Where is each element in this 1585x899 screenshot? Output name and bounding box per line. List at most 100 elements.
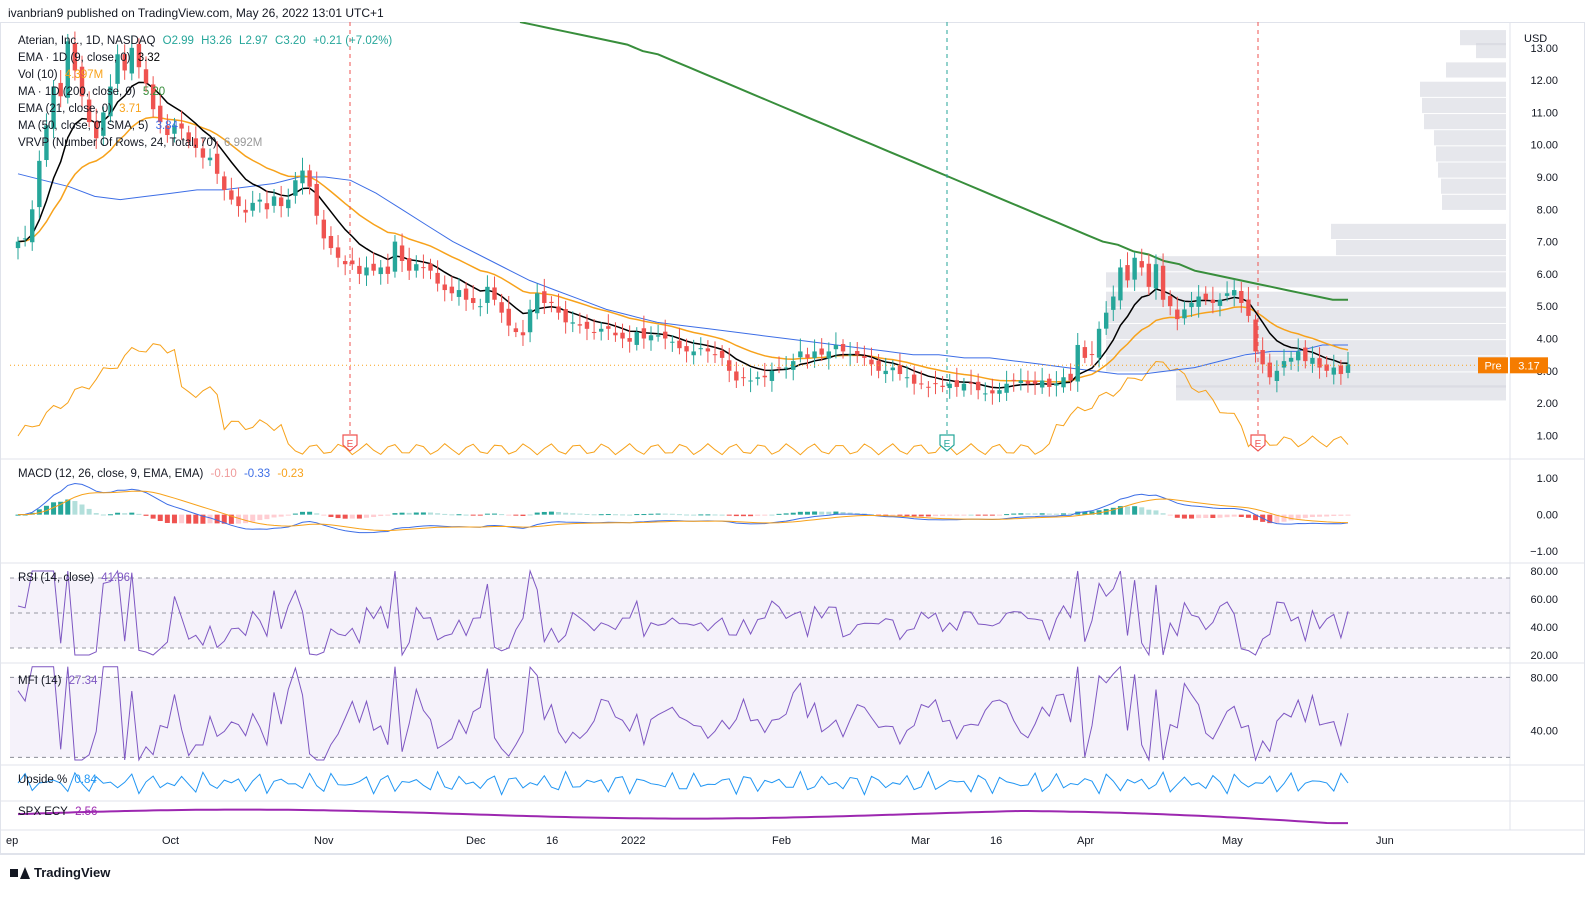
- candle-body: [350, 260, 355, 265]
- legend-vrvp[interactable]: VRVP (Number Of Rows, 24, Total, 70) 6.9…: [18, 137, 266, 149]
- candle-body: [222, 176, 227, 190]
- macd-signal-line: [18, 490, 1349, 532]
- candle-body: [449, 286, 455, 294]
- candle-body: [257, 199, 263, 202]
- legend-open: O2.99: [162, 35, 194, 47]
- candle-body: [307, 170, 312, 187]
- macd-bar: [250, 514, 256, 522]
- time-tick-label: Oct: [162, 835, 179, 847]
- candle-body: [1025, 380, 1031, 384]
- legend-macd-label: MACD (12, 26, close, 9, EMA, EMA): [18, 468, 204, 480]
- legend-ecy[interactable]: SPX ECY 2.56: [18, 806, 101, 818]
- macd-bar: [911, 514, 917, 517]
- publisher-line: ivanbrian9 published on TradingView.com,…: [8, 6, 384, 20]
- candle-body: [300, 170, 305, 184]
- macd-bar: [186, 514, 192, 524]
- candle-body: [79, 66, 85, 97]
- candle-body: [670, 341, 675, 343]
- rsi-line: [17, 569, 1349, 657]
- mfi-tick-label: 80.00: [1530, 672, 1558, 684]
- candle-body: [1246, 299, 1251, 316]
- macd-bar: [1288, 514, 1294, 521]
- candle-body: [1274, 370, 1280, 382]
- candle-body: [1068, 373, 1073, 381]
- candle-body: [158, 105, 163, 123]
- macd-bar: [356, 514, 362, 519]
- legend-mfi[interactable]: MFI (14) 27.34: [18, 675, 101, 687]
- candle-body: [1324, 364, 1329, 371]
- macd-bar: [726, 514, 732, 516]
- macd-bar: [484, 513, 490, 515]
- legend-ma200[interactable]: MA · 1D (200, close, 0) 5.20: [18, 86, 169, 98]
- macd-bar: [570, 513, 576, 515]
- chart-frame[interactable]: USD 13.00 12.00 11.00 10.00 9.00 8.00 7.00 6.00 5…: [0, 21, 1585, 854]
- candle-body: [399, 245, 405, 261]
- macd-bar: [733, 514, 739, 517]
- macd-bar: [932, 514, 938, 517]
- candle-body: [911, 374, 917, 384]
- macd-bar: [826, 511, 832, 515]
- macd-bar: [278, 514, 284, 517]
- candle-body: [591, 331, 597, 333]
- legend-change: +0.21 (+7.02%): [312, 35, 393, 47]
- candle-body: [456, 290, 462, 297]
- legend-ema21[interactable]: EMA (21, close, 0) 3.71: [18, 103, 146, 115]
- macd-bar: [477, 514, 483, 516]
- macd-bar: [207, 514, 213, 524]
- price-axis-currency: USD: [1524, 33, 1547, 45]
- macd-bar: [107, 514, 113, 516]
- candle-body: [961, 383, 967, 391]
- candle-body: [271, 196, 277, 206]
- price-tick-label: 7.00: [1537, 237, 1558, 249]
- macd-bar: [200, 514, 206, 524]
- vrvp-row: [1460, 30, 1506, 46]
- legend-ma50[interactable]: MA (50, close, 0, SMA, 5) 3.84: [18, 120, 182, 132]
- macd-bar: [662, 513, 668, 515]
- macd-tick-label: 1.00: [1537, 473, 1558, 485]
- macd-bar: [1160, 513, 1166, 515]
- macd-bar: [264, 514, 270, 520]
- macd-bar: [520, 514, 526, 516]
- candle-body: [705, 348, 711, 352]
- macd-bar: [157, 514, 163, 522]
- legend-rsi-value: 41.96: [101, 572, 131, 584]
- legend-ma50-label: MA (50, close, 0, SMA, 5): [18, 120, 149, 132]
- volume-line: [17, 343, 1349, 456]
- price-tick-label: 8.00: [1537, 204, 1558, 216]
- legend-vol[interactable]: Vol (10) 4.397M: [18, 69, 107, 81]
- legend-macd[interactable]: MACD (12, 26, close, 9, EMA, EMA) -0.10 …: [18, 468, 308, 480]
- vrvp-row: [1446, 62, 1506, 78]
- macd-bar: [1032, 513, 1038, 515]
- legend-ema9-value: 3.32: [137, 52, 161, 64]
- candle-body: [1331, 367, 1336, 375]
- time-tick-label: 2022: [621, 835, 645, 847]
- macd-bar: [1125, 506, 1131, 515]
- legend-ecy-value: 2.56: [75, 806, 98, 818]
- tradingview-logo[interactable]: TradingView: [10, 865, 110, 880]
- legend-ema9[interactable]: EMA · 1D (9, close, 0) 3.32: [18, 52, 164, 64]
- candle-body: [179, 123, 184, 129]
- legend-rsi[interactable]: RSI (14, close) 41.96: [18, 572, 134, 584]
- macd-bar: [641, 514, 647, 516]
- macd-bar: [1018, 513, 1024, 515]
- candle-body: [691, 351, 696, 356]
- price-tick-label: 5.00: [1537, 301, 1558, 313]
- macd-bar: [314, 513, 320, 515]
- candle-body: [641, 328, 647, 339]
- candle-body: [1217, 299, 1223, 306]
- macd-bar: [1210, 514, 1216, 519]
- macd-bar: [1053, 513, 1059, 515]
- macd-bar: [1245, 514, 1251, 518]
- macd-bar: [1267, 514, 1273, 524]
- candle-body: [264, 203, 270, 210]
- legend-upside[interactable]: Upside % 0.84: [18, 774, 101, 786]
- price-tick-label: 10.00: [1530, 140, 1558, 152]
- macd-bar: [399, 512, 405, 515]
- macd-bar: [129, 512, 135, 515]
- legend-macd-value: -0.33: [243, 468, 271, 480]
- time-tick-label: Dec: [466, 835, 486, 847]
- vrvp-row: [1476, 42, 1506, 59]
- candle-body: [108, 86, 113, 117]
- macd-bar: [1011, 513, 1017, 515]
